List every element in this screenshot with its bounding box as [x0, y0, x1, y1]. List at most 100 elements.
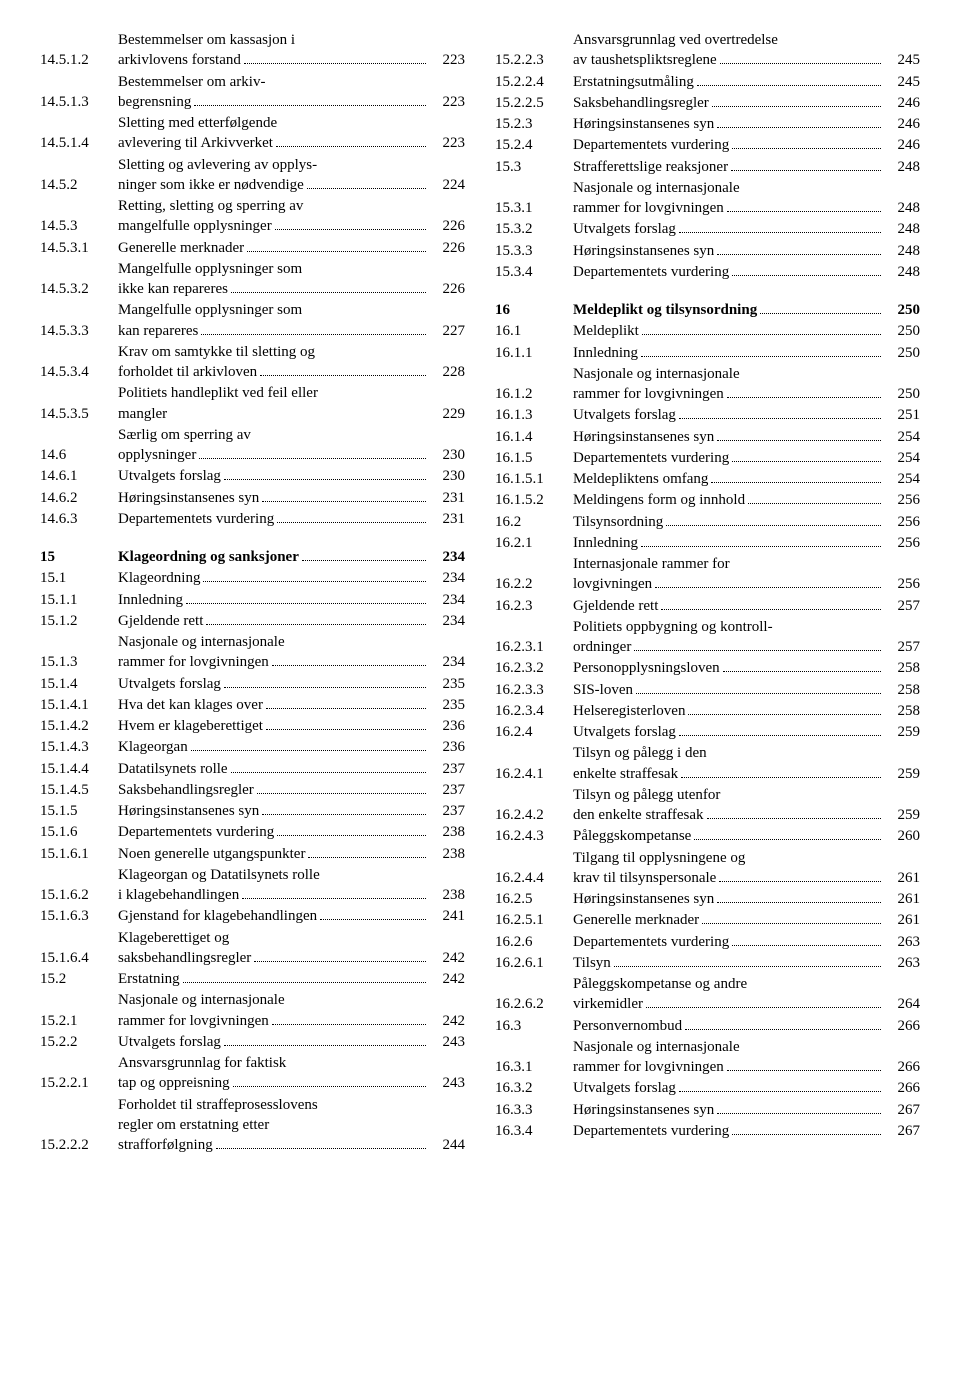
- toc-entry: 15.1.4.5Saksbehandlingsregler237: [40, 780, 465, 800]
- toc-entry: 16.2.3.3SIS-loven258: [495, 680, 920, 700]
- toc-entry-number: 14.5.3.4: [40, 362, 118, 382]
- toc-entry-page: 242: [429, 969, 465, 989]
- toc-entry-number: 15.3.1: [495, 198, 573, 218]
- toc-entry-label: Høringsinstansenes syn: [573, 889, 884, 909]
- toc-entry-number: 15.3.4: [495, 262, 573, 282]
- toc-entry-label: Høringsinstansenes syn: [573, 241, 884, 261]
- toc-entry-label: Utvalgets forslag: [573, 219, 884, 239]
- toc-entry-label: Departementets vurdering: [573, 135, 884, 155]
- toc-entry: 15.3.2Utvalgets forslag248: [495, 219, 920, 239]
- toc-entry-page: 236: [429, 737, 465, 757]
- toc-entry: 16.2.4Utvalgets forslag259: [495, 722, 920, 742]
- toc-entry: 15.2.2.3Ansvarsgrunnlag ved overtredelse…: [495, 30, 920, 71]
- toc-entry-label: Meldepliktens omfang: [573, 469, 884, 489]
- toc-entry-number: 16.2.3.2: [495, 658, 573, 678]
- toc-entry: 16.2.4.1Tilsyn og pålegg i denenkelte st…: [495, 743, 920, 784]
- toc-column-left: 14.5.1.2Bestemmelser om kassasjon iarkiv…: [40, 30, 465, 1156]
- toc-entry: 15Klageordning og sanksjoner234: [40, 547, 465, 567]
- toc-entry-number: 14.5.3: [40, 216, 118, 236]
- toc-entry-label: Departementets vurdering: [573, 448, 884, 468]
- toc-entry: 15.1.4.3Klageorgan236: [40, 737, 465, 757]
- toc-entry-label: Sletting med etterfølgendeavlevering til…: [118, 113, 429, 154]
- toc-entry-page: 223: [429, 92, 465, 112]
- toc-entry: 15.2.2.4Erstatningsutmåling245: [495, 72, 920, 92]
- toc-entry-page: 248: [884, 262, 920, 282]
- toc-entry-page: 226: [429, 216, 465, 236]
- toc-entry: 14.6Særlig om sperring avopplysninger230: [40, 425, 465, 466]
- toc-entry: 14.5.1.3Bestemmelser om arkiv-begrensnin…: [40, 72, 465, 113]
- toc-entry: 14.6.3Departementets vurdering231: [40, 509, 465, 529]
- toc-entry-page: 263: [884, 953, 920, 973]
- toc-entry-label: Høringsinstansenes syn: [573, 114, 884, 134]
- toc-entry-label: Utvalgets forslag: [118, 674, 429, 694]
- toc-entry: 14.5.2Sletting og avlevering av opplys-n…: [40, 155, 465, 196]
- toc-entry-number: 14.5.3.1: [40, 238, 118, 258]
- toc-entry-page: 244: [429, 1135, 465, 1155]
- toc-entry-label: Erstatning: [118, 969, 429, 989]
- toc-entry: 15.1.6.4Klageberettiget ogsaksbehandling…: [40, 928, 465, 969]
- toc-entry-page: 230: [429, 445, 465, 465]
- toc-entry-number: 16.3.4: [495, 1121, 573, 1141]
- toc-entry-page: 254: [884, 469, 920, 489]
- toc-entry-number: 16.2.4: [495, 722, 573, 742]
- toc-entry-number: 15.2.2.4: [495, 72, 573, 92]
- toc-entry-label: Utvalgets forslag: [118, 1032, 429, 1052]
- toc-entry-label: Klageorgan: [118, 737, 429, 757]
- toc-entry: 16.2.3Gjeldende rett257: [495, 596, 920, 616]
- toc-entry: 15.3.3Høringsinstansenes syn248: [495, 241, 920, 261]
- toc-entry-label: Krav om samtykke til sletting ogforholde…: [118, 342, 429, 383]
- toc-entry: 14.5.3.2Mangelfulle opplysninger somikke…: [40, 259, 465, 300]
- toc-entry: 15.3Strafferettslige reaksjoner248: [495, 157, 920, 177]
- toc-entry-number: 15.2.3: [495, 114, 573, 134]
- toc-entry-label: Høringsinstansenes syn: [573, 1100, 884, 1120]
- toc-entry-number: 15.3.3: [495, 241, 573, 261]
- toc-entry: 14.5.1.4Sletting med etterfølgendeavleve…: [40, 113, 465, 154]
- toc-entry-page: 237: [429, 780, 465, 800]
- toc-entry-number: 14.5.1.4: [40, 133, 118, 153]
- toc-entry-page: 248: [884, 198, 920, 218]
- toc-entry-label: Særlig om sperring avopplysninger: [118, 425, 429, 466]
- toc-entry: 15.2.2.1Ansvarsgrunnlag for faktisktap o…: [40, 1053, 465, 1094]
- toc-entry-label: Nasjonale og internasjonalerammer for lo…: [118, 632, 429, 673]
- toc-entry: 15.1.6.3Gjenstand for klagebehandlingen2…: [40, 906, 465, 926]
- toc-entry-label: Utvalgets forslag: [573, 405, 884, 425]
- toc-entry-page: 266: [884, 1016, 920, 1036]
- toc-entry-label: Innledning: [118, 590, 429, 610]
- toc-entry: 16.2.2Internasjonale rammer forlovgivnin…: [495, 554, 920, 595]
- toc-entry: 15.2.2.5Saksbehandlingsregler246: [495, 93, 920, 113]
- toc-entry-label: Utvalgets forslag: [573, 1078, 884, 1098]
- toc-entry: 14.5.3.3Mangelfulle opplysninger somkan …: [40, 300, 465, 341]
- toc-entry-label: Tilgang til opplysningene ogkrav til til…: [573, 848, 884, 889]
- toc-entry-number: 16.2.3: [495, 596, 573, 616]
- toc-entry-number: 16.2.6.2: [495, 994, 573, 1014]
- toc-entry-page: 226: [429, 279, 465, 299]
- toc-entry: 15.1.3Nasjonale og internasjonalerammer …: [40, 632, 465, 673]
- toc-entry-page: 259: [884, 764, 920, 784]
- toc-entry-number: 16.1.5: [495, 448, 573, 468]
- toc-entry: 15.2Erstatning242: [40, 969, 465, 989]
- toc-entry: 15.1.4Utvalgets forslag235: [40, 674, 465, 694]
- toc-entry: 14.5.1.2Bestemmelser om kassasjon iarkiv…: [40, 30, 465, 71]
- toc-entry-page: 260: [884, 826, 920, 846]
- toc-entry-page: 256: [884, 512, 920, 532]
- toc-entry-number: 16.1.1: [495, 343, 573, 363]
- toc-entry-page: 250: [884, 384, 920, 404]
- toc-entry-number: 15.2: [40, 969, 118, 989]
- toc-entry-page: 237: [429, 759, 465, 779]
- toc-entry-page: 266: [884, 1078, 920, 1098]
- toc-entry-label: Nasjonale og internasjonalerammer for lo…: [573, 178, 884, 219]
- toc-entry-page: 237: [429, 801, 465, 821]
- toc-entry-page: 229: [429, 404, 465, 424]
- toc-entry: 15.2.4Departementets vurdering246: [495, 135, 920, 155]
- toc-entry-page: 259: [884, 805, 920, 825]
- toc-entry-label: Innledning: [573, 343, 884, 363]
- toc-entry-number: 14.6: [40, 445, 118, 465]
- toc-entry: 15.1.4.1Hva det kan klages over235: [40, 695, 465, 715]
- toc-entry-label: Nasjonale og internasjonalerammer for lo…: [573, 1037, 884, 1078]
- toc-entry: 16.2.5Høringsinstansenes syn261: [495, 889, 920, 909]
- toc-entry-number: 15.1.6.2: [40, 885, 118, 905]
- toc-entry-number: 15.1.4.4: [40, 759, 118, 779]
- toc-entry: 15.1.6Departementets vurdering238: [40, 822, 465, 842]
- toc-entry-page: 243: [429, 1032, 465, 1052]
- toc-entry-number: 16.3: [495, 1016, 573, 1036]
